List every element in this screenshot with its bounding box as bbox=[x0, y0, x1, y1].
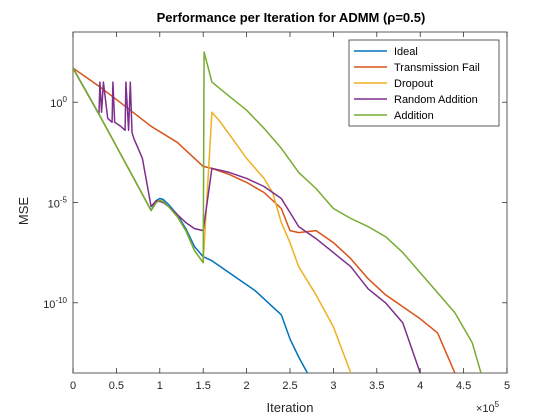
x-exponent-base: ×10 bbox=[476, 403, 495, 415]
axis-ticks: 0 0.5 1 1.5 2 2.5 3 3.5 4 4.5 5 100 10-5 10-10 bbox=[43, 32, 510, 392]
legend: Ideal Transmission Fail Dropout Random Addi… bbox=[348, 39, 500, 127]
x-tick-label: 4 bbox=[417, 380, 423, 392]
legend-entry: Addition bbox=[394, 110, 434, 122]
x-exponent-power: 5 bbox=[495, 400, 500, 409]
x-tick-label: 5 bbox=[504, 380, 510, 392]
legend-entry: Transmission Fail bbox=[394, 62, 480, 74]
x-axis-label: Iteration bbox=[267, 400, 314, 415]
y-axis-label: MSE bbox=[16, 197, 31, 226]
x-exponent: ×105 bbox=[476, 400, 500, 415]
y-tick-label: 100 bbox=[50, 95, 67, 110]
y-tick-label: 10-5 bbox=[48, 196, 68, 211]
x-tick-label: 3 bbox=[330, 380, 336, 392]
x-tick-label: 0 bbox=[70, 380, 76, 392]
y-tick-label: 10-10 bbox=[43, 296, 67, 311]
series-lines bbox=[73, 51, 482, 373]
x-tick-label: 0.5 bbox=[109, 380, 124, 392]
legend-entry: Random Addition bbox=[394, 94, 478, 106]
legend-entry: Dropout bbox=[394, 78, 433, 90]
x-tick-label: 3.5 bbox=[369, 380, 384, 392]
x-tick-label: 4.5 bbox=[456, 380, 471, 392]
x-tick-label: 2 bbox=[244, 380, 250, 392]
x-tick-label: 2.5 bbox=[282, 380, 297, 392]
series-line-addition bbox=[73, 51, 482, 373]
series-line-transmission-fail bbox=[73, 67, 456, 373]
legend-entry: Ideal bbox=[394, 46, 418, 58]
series-line-random-addition bbox=[73, 67, 421, 373]
chart-title: Performance per Iteration for ADMM (ρ=0.… bbox=[157, 10, 426, 25]
x-tick-label: 1 bbox=[157, 380, 163, 392]
x-tick-label: 1.5 bbox=[196, 380, 211, 392]
